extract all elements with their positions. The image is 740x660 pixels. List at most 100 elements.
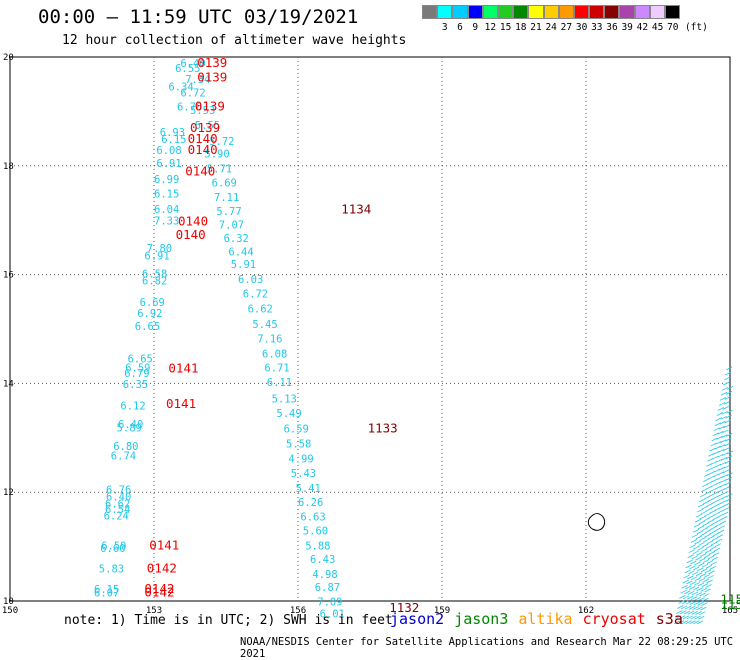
dense-track-mark — [705, 584, 712, 588]
swh-value: 6.54 — [105, 504, 130, 516]
dense-track-mark — [688, 570, 695, 575]
lon-tick-label: 153 — [146, 606, 162, 616]
dense-track-mark — [709, 546, 717, 551]
dense-track-mark — [698, 577, 706, 582]
dense-track-mark — [712, 432, 719, 437]
lat-tick-label: 16 — [3, 271, 14, 281]
dense-track-mark — [712, 455, 719, 460]
dense-track-mark — [691, 555, 698, 560]
swh-value: 6.40 — [106, 491, 131, 503]
dense-track-mark — [722, 405, 729, 410]
dense-track-mark — [688, 586, 696, 590]
swh-value: 6.93 — [160, 127, 185, 139]
dense-track-mark — [687, 610, 694, 615]
swh-value: 6.59 — [284, 423, 309, 435]
legend-label: 42 — [636, 22, 649, 33]
legend-swatch — [482, 5, 498, 19]
swh-value: 6.12 — [120, 401, 145, 413]
dense-track-mark — [697, 620, 704, 625]
dense-track-mark — [702, 559, 710, 563]
dense-track-mark — [704, 549, 712, 554]
swh-value: 6.55 — [175, 63, 200, 75]
page-subtitle: 12 hour collection of altimeter wave hei… — [62, 33, 407, 48]
dense-track-mark — [685, 620, 692, 625]
dense-track-mark — [705, 564, 713, 569]
dense-track-mark — [714, 543, 722, 548]
legend-label: 70 — [667, 22, 679, 33]
dense-track-mark — [698, 498, 706, 503]
dense-track-mark — [718, 466, 726, 471]
satellite-legend: jason2 jason3 altika cryosat s3a — [390, 610, 683, 628]
dense-track-mark — [721, 386, 729, 391]
dense-track-mark — [691, 534, 699, 538]
lon-tick-label: 150 — [2, 606, 18, 616]
time-label: 0141 — [149, 537, 179, 552]
legend-swatch — [665, 5, 681, 19]
dense-track-mark — [684, 569, 691, 574]
lon-tick-label: 162 — [578, 606, 594, 616]
dense-track-mark — [688, 605, 696, 610]
dense-track-mark — [720, 516, 728, 520]
dense-track-mark — [682, 579, 689, 584]
dense-track-mark — [706, 524, 713, 529]
swh-value: 6.26 — [298, 497, 323, 509]
dense-track-mark — [700, 553, 707, 557]
dense-track-mark — [726, 366, 733, 371]
dense-track-mark — [724, 502, 731, 507]
dense-track-mark — [724, 419, 731, 424]
swh-value: 6.74 — [111, 451, 136, 463]
dense-track-mark — [686, 595, 694, 600]
dense-track-mark — [717, 407, 725, 411]
swh-value: 7.16 — [257, 334, 282, 346]
legend-swatch — [497, 5, 514, 19]
swh-value: 6.15 — [154, 188, 179, 200]
dense-track-mark — [720, 478, 727, 483]
legend-label: 24 — [545, 22, 557, 33]
swh-value: 6.62 — [248, 304, 273, 316]
dense-track-mark — [701, 563, 709, 568]
dense-track-mark — [723, 376, 731, 381]
legend-label: 36 — [606, 22, 618, 33]
swh-value: 6.76 — [177, 101, 202, 113]
legend-label: 18 — [515, 22, 527, 33]
swh-value: 7.33 — [154, 216, 179, 228]
dense-track-mark — [679, 595, 686, 599]
dense-track-mark — [703, 593, 710, 597]
swh-value: 6.11 — [267, 377, 292, 389]
swh-value: 6.59 — [125, 362, 150, 374]
satellite-jason3: jason3 — [454, 610, 509, 628]
lat-tick-label: 12 — [3, 488, 14, 498]
dense-track-mark — [695, 535, 702, 540]
dense-track-mark — [697, 601, 704, 606]
dense-track-mark — [678, 615, 686, 620]
swh-value: 6.72 — [243, 288, 268, 300]
dense-track-mark — [692, 550, 699, 555]
dense-track-mark — [700, 606, 707, 611]
swh-value: 6.60 — [100, 543, 125, 555]
time-label: 0140 — [188, 142, 218, 157]
dense-track-mark — [706, 560, 714, 565]
time-label: 0139 — [197, 55, 227, 70]
dense-track-mark — [722, 447, 730, 452]
dense-track-mark — [719, 396, 727, 401]
legend-label: 21 — [530, 22, 542, 33]
dense-track-mark — [720, 439, 727, 443]
dense-track-mark — [718, 525, 726, 529]
legend-swatch — [619, 5, 635, 19]
satellite-cryosat: cryosat — [582, 610, 646, 628]
swh-value: 5.55 — [195, 120, 220, 132]
dense-track-mark — [722, 381, 730, 386]
swh-value: 6.72 — [180, 88, 205, 100]
dense-track-mark — [717, 430, 724, 435]
legend-swatch — [573, 5, 590, 19]
dense-track-mark — [681, 584, 688, 589]
dense-track-mark — [719, 420, 726, 425]
dense-track-mark — [693, 523, 701, 528]
dense-track-mark — [725, 455, 733, 460]
dense-track-mark — [701, 548, 708, 553]
satellite-s3a: s3a — [655, 610, 683, 628]
dense-track-mark — [702, 597, 709, 602]
dense-track-mark — [698, 615, 705, 620]
dense-track-mark — [703, 574, 710, 578]
dense-track-mark — [697, 503, 705, 508]
